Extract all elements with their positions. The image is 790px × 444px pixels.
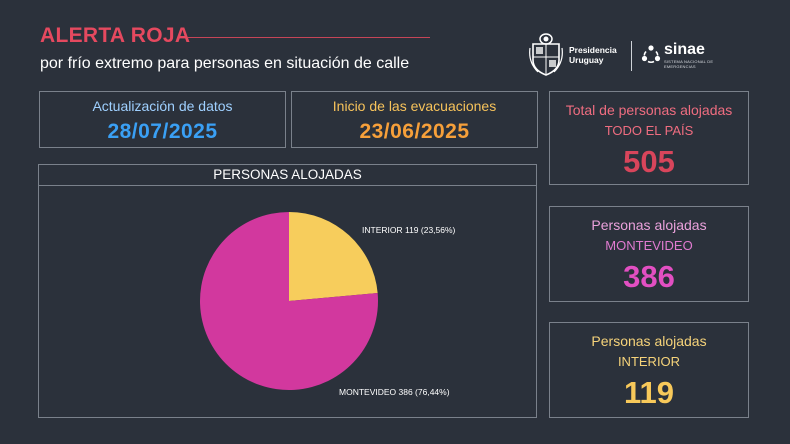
update-date-label: Actualización de datos [92,98,233,114]
pie-chart: INTERIOR 119 (23,56%) MONTEVIDEO 386 (76,… [200,212,456,397]
presidencia-line2: Uruguay [569,55,604,65]
pie-label-montevideo: MONTEVIDEO 386 (76,44%) [339,387,450,397]
chart-title: PERSONAS ALOJADAS [39,165,536,186]
evacuation-start-value: 23/06/2025 [359,120,470,143]
montevideo-value: 386 [623,259,675,294]
interior-scope: INTERIOR [617,354,681,369]
total-label: Total de personas alojadas [565,102,733,118]
update-date-card: Actualización de datos 28/07/2025 [39,91,286,148]
update-date-value: 28/07/2025 [107,120,218,143]
total-scope: TODO EL PAÍS [604,123,694,138]
evacuation-start-card: Inicio de las evacuaciones 23/06/2025 [291,91,538,148]
alert-title: ALERTA ROJA [40,24,191,47]
total-sheltered-card: Total de personas alojadas TODO EL PAÍS … [549,91,749,185]
uruguay-coat-of-arms-icon [529,33,563,76]
pie-chart-card: PERSONAS ALOJADAS INTERIOR 119 (23,56%) M… [38,164,537,418]
interior-value: 119 [623,375,674,410]
pie-slice-montevideo [200,212,378,390]
sinae-name: sinae [664,41,705,58]
interior-sheltered-card: Personas alojadas INTERIOR 119 [549,322,749,418]
evacuation-start-label: Inicio de las evacuaciones [332,98,497,114]
pie-label-interior: INTERIOR 119 (23,56%) [362,225,456,235]
montevideo-sheltered-card: Personas alojadas MONTEVIDEO 386 [549,206,749,302]
interior-label: Personas alojadas [591,333,707,349]
presidencia-line1: Presidencia [569,45,617,55]
alert-subtitle: por frío extremo para personas en situac… [40,55,410,72]
montevideo-label: Personas alojadas [591,217,707,233]
logos: Presidencia Uruguay sinae SISTEMA NACION… [528,30,728,80]
logo-divider [631,41,632,71]
total-value: 505 [623,144,675,179]
header: ALERTA ROJA [40,24,190,48]
presidencia-logo-text: Presidencia Uruguay [569,45,617,65]
montevideo-scope: MONTEVIDEO [605,238,693,253]
pie-slice-interior [289,212,378,301]
sinae-subtitle: SISTEMA NACIONAL DE EMERGENCIAS [664,59,714,69]
title-divider [188,37,430,38]
sinae-logo-icon [641,45,661,64]
